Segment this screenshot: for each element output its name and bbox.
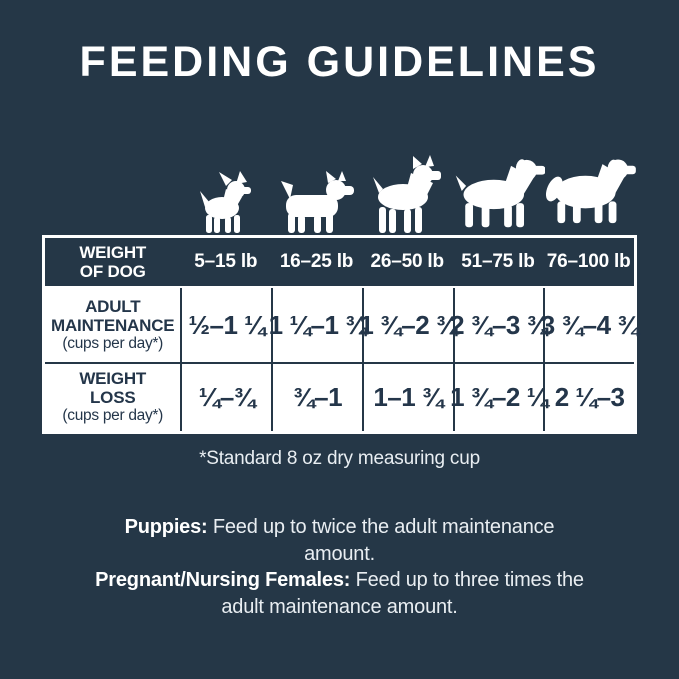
note-puppies-text: Feed up to twice the adult maintenance a… xyxy=(207,516,555,565)
column-header-26-50: 26–50 lb xyxy=(370,251,445,273)
note-pregnant-nursing: Pregnant/Nursing Females: Feed up to thr… xyxy=(87,567,592,620)
weight-loss-16-25: ¾–1 xyxy=(271,364,362,432)
weight-loss-76-100: 2 ¼–3 xyxy=(543,364,634,432)
chihuahua-icon xyxy=(199,171,251,233)
table-header-row: WEIGHT OF DOG 5–15 lb 16–25 lb 26–50 lb … xyxy=(45,238,634,289)
row-label-adult-maintenance: ADULT MAINTENANCE (cups per day*) xyxy=(51,296,175,352)
column-header-16-25: 16–25 lb xyxy=(279,251,354,273)
dog-cell-sm xyxy=(270,145,362,235)
dog-cell-md xyxy=(362,145,454,235)
dog-cell-lg xyxy=(454,145,546,235)
column-header-5-15: 5–15 lb xyxy=(194,251,258,273)
note-puppies-label: Puppies: xyxy=(124,516,208,539)
bernese-icon xyxy=(546,159,637,224)
column-header-76-100: 76–100 lb xyxy=(546,251,631,273)
table-row-adult-maintenance: ADULT MAINTENANCE (cups per day*) ½–1 ¼ … xyxy=(45,288,639,363)
column-header-51-75: 51–75 lb xyxy=(461,251,535,273)
feeding-table: WEIGHT OF DOG 5–15 lb 16–25 lb 26–50 lb … xyxy=(42,235,639,435)
weight-loss-26-50: 1–1 ¾ xyxy=(361,364,453,432)
terrier-icon xyxy=(281,171,355,233)
adult-maintenance-5-15: ½–1 ¼ xyxy=(180,288,271,363)
feeding-notes: Puppies: Feed up to twice the adult main… xyxy=(42,514,637,620)
adult-maintenance-76-100: 3 ¾–4 ¾ xyxy=(541,288,639,363)
rottweiler-icon xyxy=(455,159,546,228)
header-weight-line2: OF DOG xyxy=(79,262,146,282)
boxer-icon xyxy=(372,155,441,233)
measuring-cup-footnote: *Standard 8 oz dry measuring cup xyxy=(199,448,480,470)
dog-size-row xyxy=(42,145,637,235)
weight-loss-51-75: 1 ¾–2 ¼ xyxy=(450,364,548,432)
header-weight-of-dog: WEIGHT OF DOG xyxy=(45,238,180,286)
dog-cell-xl xyxy=(545,145,637,235)
dog-row-spacer xyxy=(42,145,179,235)
dog-cell-xs xyxy=(179,145,271,235)
note-pregnant-nursing-label: Pregnant/Nursing Females: xyxy=(95,569,351,592)
main-content: WEIGHT OF DOG 5–15 lb 16–25 lb 26–50 lb … xyxy=(42,145,639,620)
row-label-weight-loss: WEIGHT LOSS (cups per day*) xyxy=(62,369,164,425)
page-title: FEEDING GUIDELINES xyxy=(79,38,600,86)
header-weight-line1: WEIGHT xyxy=(79,243,147,262)
table-row-weight-loss: WEIGHT LOSS (cups per day*) ¼–¾ ¾–1 1–1 … xyxy=(45,362,634,432)
adult-maintenance-16-25: 1 ¼–1 ¾ xyxy=(269,288,367,363)
note-pregnant-nursing-text: Feed up to three times the adult mainten… xyxy=(221,569,584,618)
weight-loss-5-15: ¼–¾ xyxy=(180,364,271,432)
adult-maintenance-51-75: 2 ¾–3 ¾ xyxy=(450,288,548,363)
adult-maintenance-26-50: 1 ¾–2 ¾ xyxy=(359,288,458,363)
note-puppies: Puppies: Feed up to twice the adult main… xyxy=(87,514,592,567)
